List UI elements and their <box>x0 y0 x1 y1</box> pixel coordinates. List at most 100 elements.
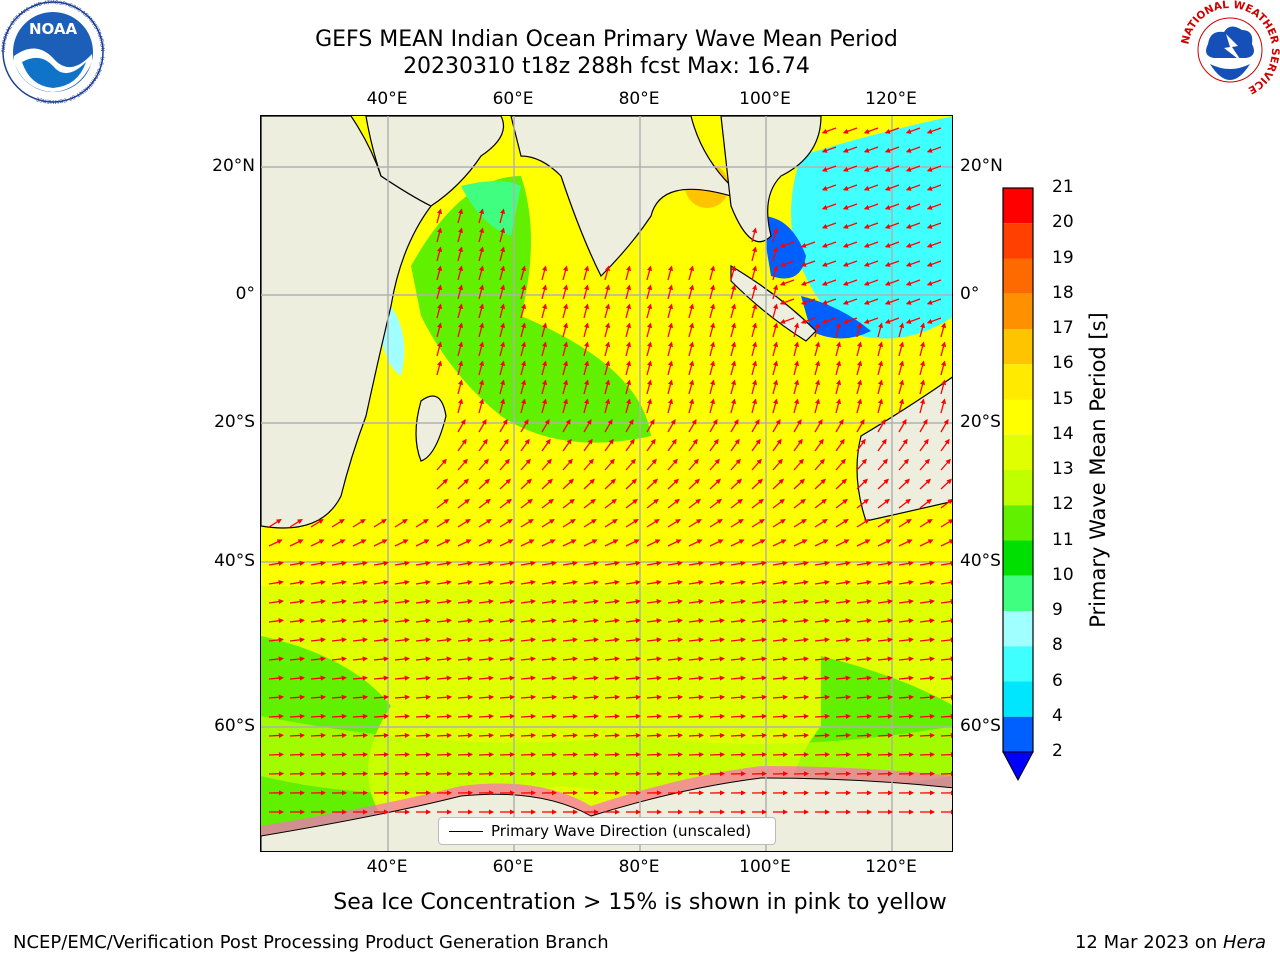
lat-tick-left-60s: 60°S <box>214 716 255 736</box>
land-madagascar <box>415 395 447 462</box>
wave-arrow <box>457 379 464 395</box>
wave-arrow <box>940 539 952 547</box>
wave-arrow <box>268 599 284 605</box>
wave-arrow <box>499 265 506 281</box>
wave-arrow <box>919 751 936 758</box>
wave-arrow <box>499 360 506 376</box>
wave-arrow <box>562 265 569 281</box>
wave-arrow <box>331 675 347 681</box>
wave-arrow <box>352 713 369 719</box>
wave-arrow <box>688 322 695 338</box>
colorbar-tick: 14 <box>1052 423 1074 444</box>
wave-arrow <box>583 265 590 281</box>
wave-arrow <box>751 560 767 566</box>
wave-arrow <box>352 539 367 547</box>
wave-arrow <box>268 560 284 566</box>
wave-arrow <box>905 260 921 267</box>
wave-arrow <box>268 539 283 547</box>
wave-arrow <box>751 284 758 300</box>
wave-arrow <box>905 203 921 210</box>
wave-arrow <box>415 713 432 719</box>
wave-arrow <box>625 360 632 376</box>
wave-arrow <box>289 539 304 547</box>
wave-arrow <box>842 241 858 248</box>
wave-arrow <box>709 322 716 338</box>
wave-arrow <box>793 539 808 547</box>
wave-arrow <box>289 519 303 528</box>
wave-arrow <box>863 298 879 305</box>
wave-arrow <box>905 241 921 248</box>
colorbar-tick: 6 <box>1052 670 1063 691</box>
colorbar-tick: 2 <box>1052 741 1063 761</box>
wave-arrow <box>800 298 816 305</box>
colorbar-tick: 9 <box>1052 600 1063 620</box>
wave-arrow <box>373 656 389 662</box>
wave-arrow <box>457 656 473 662</box>
wave-arrow <box>415 539 430 547</box>
wave-arrow <box>835 341 842 357</box>
wave-arrow <box>499 637 515 643</box>
wave-arrow <box>436 539 451 547</box>
wave-arrow <box>779 279 795 286</box>
wave-arrow <box>541 398 548 414</box>
wave-arrow <box>625 618 641 624</box>
wave-arrow <box>415 560 431 566</box>
wave-arrow <box>688 560 704 566</box>
wave-arrow <box>478 398 485 414</box>
wave-arrow <box>604 732 621 739</box>
colorbar-label-wrap: Primary Wave Mean Period [s] <box>1086 312 1280 628</box>
wave-arrow <box>709 478 721 490</box>
colorbar-tick: 10 <box>1052 564 1074 585</box>
wave-arrow <box>562 284 569 300</box>
wave-arrow <box>926 317 942 324</box>
wave-arrow <box>800 279 816 286</box>
wave-arrow <box>289 618 305 624</box>
wave-arrow <box>457 732 474 739</box>
wave-arrow <box>457 713 474 719</box>
wave-arrow <box>310 560 326 566</box>
wave-arrow <box>436 498 449 509</box>
wave-arrow <box>436 694 453 700</box>
wave-arrow <box>478 579 494 586</box>
wave-arrow <box>926 127 942 134</box>
wave-arrow <box>772 713 789 719</box>
wave-arrow <box>583 303 590 319</box>
wave-arrow <box>751 458 762 471</box>
wave-arrow <box>394 656 410 662</box>
wave-arrow <box>415 618 431 624</box>
wave-arrow <box>457 599 473 605</box>
wave-arrow <box>289 732 306 739</box>
wave-arrow <box>940 675 952 681</box>
wave-arrow <box>842 165 858 172</box>
wave-arrow <box>877 656 893 662</box>
wave-arrow <box>436 751 453 758</box>
wave-arrow <box>821 317 837 324</box>
wave-arrow <box>541 418 550 433</box>
colorbar-band <box>1003 293 1033 329</box>
wave-arrow <box>709 284 716 300</box>
wave-arrow <box>625 341 632 357</box>
wave-arrow <box>415 599 431 605</box>
wave-arrow <box>604 618 620 624</box>
chart-subtitle-run: 20230310 t18z 288h fcst Max: 16.74 <box>403 54 810 79</box>
wave-arrow <box>898 656 914 662</box>
wave-arrow <box>604 478 616 490</box>
wave-arrow <box>835 732 852 739</box>
wave-arrow <box>541 341 548 357</box>
wave-arrow <box>821 127 837 134</box>
wave-arrow <box>898 458 909 471</box>
wave-arrow <box>919 579 935 586</box>
wave-arrow <box>730 539 745 547</box>
wave-arrow <box>926 241 942 248</box>
legend-label: Primary Wave Direction (unscaled) <box>491 822 752 840</box>
wave-arrow <box>856 398 863 414</box>
wave-arrow <box>842 127 858 134</box>
wave-arrow <box>940 637 952 643</box>
wave-arrow <box>835 675 851 681</box>
wave-arrow <box>940 379 947 395</box>
wave-arrow <box>667 398 674 414</box>
colorbar-band <box>1003 399 1033 435</box>
wave-arrow <box>625 713 642 719</box>
wave-arrow <box>919 458 930 471</box>
colorbar-band <box>1003 434 1033 470</box>
